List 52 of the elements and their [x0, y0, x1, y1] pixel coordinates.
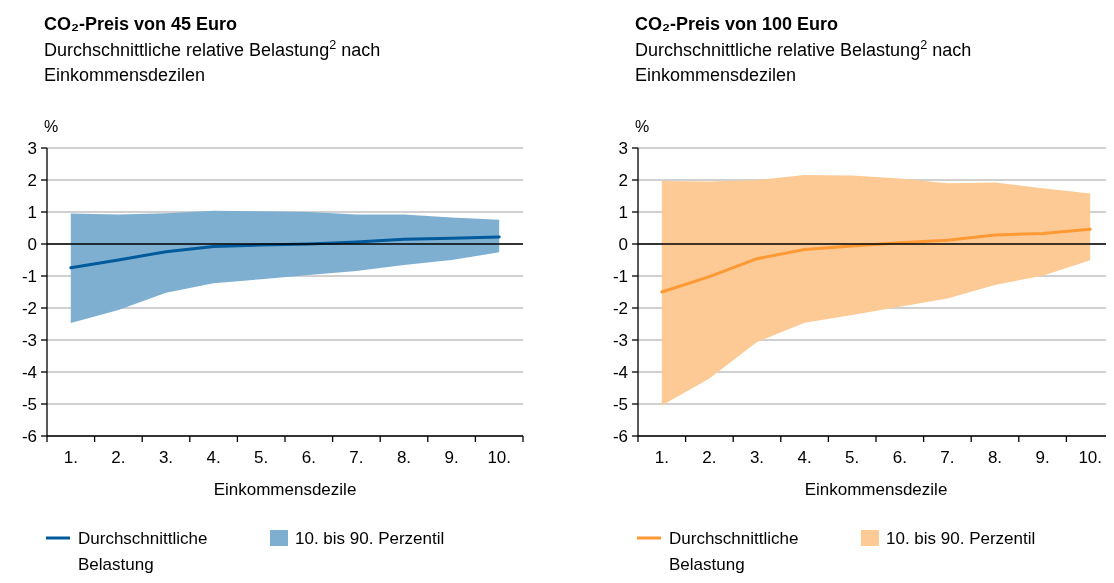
y-axis-title: % [635, 118, 650, 135]
chart-title: CO₂-Preis von 45 Euro [44, 14, 238, 34]
y-tick-label: -3 [612, 331, 628, 350]
y-tick-label: -1 [612, 267, 628, 286]
x-tick-label: 2. [111, 448, 126, 467]
x-tick-label: 5. [254, 448, 269, 467]
text: Durchschnittliche relative Belastung$^{2}$ nach Einkommensdezilen [44, 38, 381, 85]
x-tick-label: 1. [654, 448, 669, 467]
y-tick-label: -3 [21, 331, 37, 350]
y-tick-label: -2 [612, 299, 628, 318]
x-tick-label: 9. [444, 448, 459, 467]
x-tick-label: 3. [158, 448, 174, 467]
y-tick-label: -2 [21, 299, 37, 318]
y-axis-title: % [44, 118, 59, 135]
x-tick-label: 4. [206, 448, 221, 467]
y-tick-label: 3 [27, 139, 37, 158]
x-tick-label: 8. [396, 448, 412, 467]
legend-label: 10. bis 90. Perzentil [295, 529, 445, 548]
y-tick-label: -1 [21, 267, 37, 286]
chart-title: CO₂-Preis von 100 Euro [635, 14, 839, 34]
y-tick-label: -4 [612, 363, 628, 382]
x-tick-label: 7. [349, 448, 364, 467]
y-tick-label: 1 [27, 203, 37, 222]
y-tick-label: -5 [21, 395, 37, 414]
x-tick-label: 4. [797, 448, 812, 467]
legend-label: Durchschnittliche Belastung [669, 529, 799, 574]
x-axis-title: Einkommensdezile [213, 480, 357, 499]
x-axis-title: Einkommensdezile [804, 480, 948, 499]
y-tick-label: -6 [612, 427, 628, 446]
x-tick-label: 5. [845, 448, 860, 467]
x-tick-label: 3. [749, 448, 765, 467]
x-tick-label: 6. [892, 448, 907, 467]
x-tick-label: 8. [987, 448, 1003, 467]
x-tick-label: 7. [940, 448, 955, 467]
x-tick-label: 2. [702, 448, 717, 467]
x-tick-label: 9. [1035, 448, 1050, 467]
y-tick-label: -6 [21, 427, 37, 446]
x-tick-label: 6. [301, 448, 316, 467]
y-tick-label: 2 [618, 171, 628, 190]
legend-label: Durchschnittliche Belastung [78, 529, 208, 574]
text: Durchschnittliche relative Belastung$^{2}$ nach Einkommensdezilen [635, 38, 972, 85]
y-tick-label: -4 [21, 363, 37, 382]
y-tick-label: 2 [27, 171, 37, 190]
y-tick-label: 3 [618, 139, 628, 158]
y-tick-label: -5 [612, 395, 628, 414]
x-tick-label: 1. [63, 448, 78, 467]
legend-label: 10. bis 90. Perzentil [886, 529, 1036, 548]
x-tick-label: 10. [1078, 448, 1103, 467]
x-tick-label: 10. [487, 448, 512, 467]
y-tick-label: 1 [618, 203, 628, 222]
y-tick-label: 0 [27, 235, 37, 254]
y-tick-label: 0 [618, 235, 628, 254]
